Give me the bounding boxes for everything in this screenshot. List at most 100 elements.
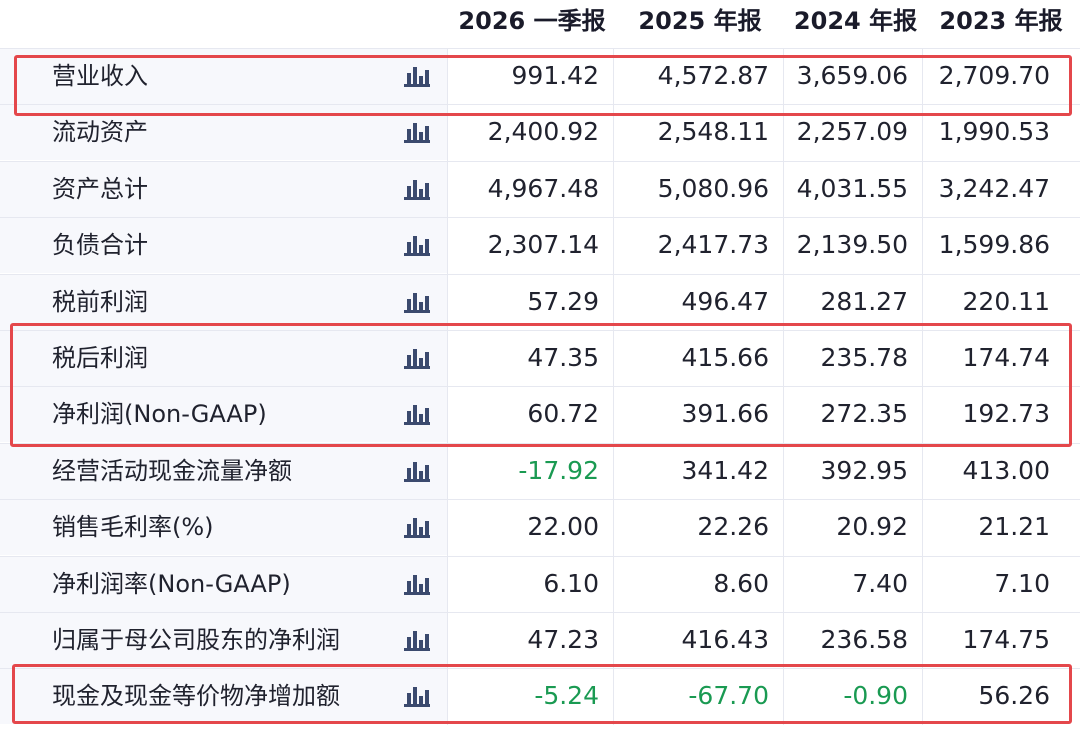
bar-chart-icon[interactable] [404, 629, 430, 651]
value-cell: 1,599.86 [922, 218, 1080, 275]
table-row[interactable]: 税后利润 47.35 415.66 235.78 174.74 [0, 330, 1080, 387]
value-cell: 8.60 [613, 556, 783, 613]
bar-chart-icon[interactable] [404, 65, 430, 87]
value-cell: 192.73 [922, 387, 1080, 444]
row-label: 净利润率(Non-GAAP) [52, 569, 291, 598]
value-cell: 2,400.92 [447, 105, 613, 162]
value-cell: 2,709.70 [922, 49, 1080, 105]
bar-chart-icon-bar [407, 355, 411, 369]
value-cell: 2,139.50 [783, 218, 922, 275]
bar-chart-icon[interactable] [404, 291, 430, 313]
bar-chart-icon-base [404, 704, 430, 708]
bar-chart-icon[interactable] [404, 460, 430, 482]
bar-chart-icon-bar [419, 188, 423, 200]
bar-chart-icon-bar [413, 236, 417, 257]
bar-chart-icon-bar [425, 182, 429, 200]
value-cell: 7.40 [783, 556, 922, 613]
bar-chart-icon[interactable] [404, 121, 430, 144]
value-cell: 236.58 [783, 613, 922, 669]
bar-chart-icon-bar [407, 298, 411, 313]
value-cell: 4,572.87 [613, 49, 783, 105]
bar-chart-icon-base [404, 366, 430, 369]
value-cell: 1,990.53 [922, 105, 1080, 162]
table-row[interactable]: 净利润(Non-GAAP) 60.72 391.66 272.35 192.73 [0, 386, 1080, 444]
table-row[interactable]: 现金及现金等价物净增加额 -5.24 -67.70 -0.90 56.26 [0, 668, 1080, 726]
column-header-2023[interactable]: 2023 年报 [939, 7, 1063, 35]
value-cell: 22.26 [613, 500, 783, 557]
row-label: 归属于母公司股东的净利润 [52, 626, 340, 654]
value-cell: 174.74 [922, 331, 1080, 387]
bar-chart-icon-bar [419, 245, 423, 257]
table-row[interactable]: 负债合计 2,307.14 2,417.73 2,139.50 1,599.86 [0, 217, 1080, 275]
bar-chart-icon-base [404, 84, 430, 87]
bar-chart-icon-bar [413, 687, 417, 708]
bar-chart-icon-bar [425, 634, 429, 651]
table-row[interactable]: 流动资产 2,400.92 2,548.11 2,257.09 1,990.53 [0, 104, 1080, 162]
value-cell: 6.10 [447, 556, 613, 613]
bar-chart-icon-base [404, 140, 430, 144]
bar-chart-icon-bar [407, 467, 411, 482]
bar-chart-icon-base [404, 591, 430, 595]
value-cell: 392.95 [783, 443, 922, 500]
row-label: 销售毛利率(%) [52, 513, 214, 542]
value-cell: 7.10 [922, 556, 1080, 613]
bar-chart-icon[interactable] [404, 516, 430, 539]
row-label: 经营活动现金流量净额 [52, 456, 292, 485]
bar-chart-icon-bar [425, 577, 429, 595]
table-row[interactable]: 税前利润 57.29 496.47 281.27 220.11 [0, 273, 1080, 331]
value-cell: 416.43 [613, 613, 783, 669]
table-row[interactable]: 净利润率(Non-GAAP) 6.10 8.60 7.40 7.10 [0, 555, 1080, 613]
bar-chart-icon-bar [425, 464, 429, 482]
bar-chart-icon-bar [425, 239, 429, 257]
value-cell: 4,967.48 [447, 161, 613, 218]
value-cell: 47.23 [447, 613, 613, 669]
bar-chart-icon-bar [407, 637, 411, 651]
table-row[interactable]: 销售毛利率(%) 22.00 22.26 20.92 21.21 [0, 499, 1080, 557]
row-label: 税后利润 [52, 344, 148, 372]
table-row[interactable]: 经营活动现金流量净额 -17.92 341.42 392.95 413.00 [0, 442, 1080, 500]
bar-chart-icon-bar [407, 693, 411, 708]
value-cell: 3,242.47 [922, 161, 1080, 218]
bar-chart-icon[interactable] [404, 403, 430, 426]
row-label: 营业收入 [52, 62, 148, 90]
value-cell: 341.42 [613, 443, 783, 500]
bar-chart-icon-bar [419, 132, 423, 144]
value-cell: -0.90 [783, 669, 922, 726]
value-cell: 2,548.11 [613, 105, 783, 162]
value-cell: 991.42 [447, 49, 613, 105]
value-cell: 21.21 [922, 500, 1080, 557]
value-cell: 496.47 [613, 274, 783, 331]
value-cell: 57.29 [447, 274, 613, 331]
bar-chart-icon-bar [407, 242, 411, 257]
bar-chart-icon-bar [425, 352, 429, 369]
table-row[interactable]: 资产总计 4,967.48 5,080.96 4,031.55 3,242.47 [0, 160, 1080, 218]
column-header-2024[interactable]: 2024 年报 [793, 7, 918, 35]
column-header-2026q1[interactable]: 2026 一季报 [458, 7, 606, 35]
bar-chart-icon[interactable] [404, 234, 430, 257]
bar-chart-icon-bar [419, 76, 423, 87]
bar-chart-icon-bar [413, 179, 417, 200]
table-row[interactable]: 归属于母公司股东的净利润 47.23 416.43 236.58 174.75 [0, 612, 1080, 669]
value-cell: -67.70 [613, 669, 783, 726]
value-cell: 60.72 [447, 387, 613, 444]
bar-chart-icon-base [404, 535, 430, 539]
row-label: 税前利润 [52, 287, 148, 316]
bar-chart-icon-bar [419, 696, 423, 708]
bar-chart-icon[interactable] [404, 685, 430, 708]
value-cell: 2,257.09 [783, 105, 922, 162]
value-cell: 5,080.96 [613, 161, 783, 218]
bar-chart-icon[interactable] [404, 573, 430, 595]
bar-chart-icon-bar [413, 349, 417, 369]
value-cell: 4,031.55 [783, 161, 922, 218]
bar-chart-icon-base [404, 422, 430, 426]
column-header-2025[interactable]: 2025 年报 [638, 7, 762, 35]
bar-chart-icon-bar [413, 518, 417, 539]
value-cell: 56.26 [922, 669, 1080, 726]
bar-chart-icon[interactable] [404, 178, 430, 200]
value-cell: 3,659.06 [783, 49, 922, 105]
bar-chart-icon-bar [413, 405, 417, 426]
value-cell: 413.00 [922, 443, 1080, 500]
bar-chart-icon[interactable] [404, 347, 430, 369]
table-row[interactable]: 营业收入 991.42 4,572.87 3,659.06 2,709.70 [0, 48, 1080, 105]
value-cell: 281.27 [783, 274, 922, 331]
